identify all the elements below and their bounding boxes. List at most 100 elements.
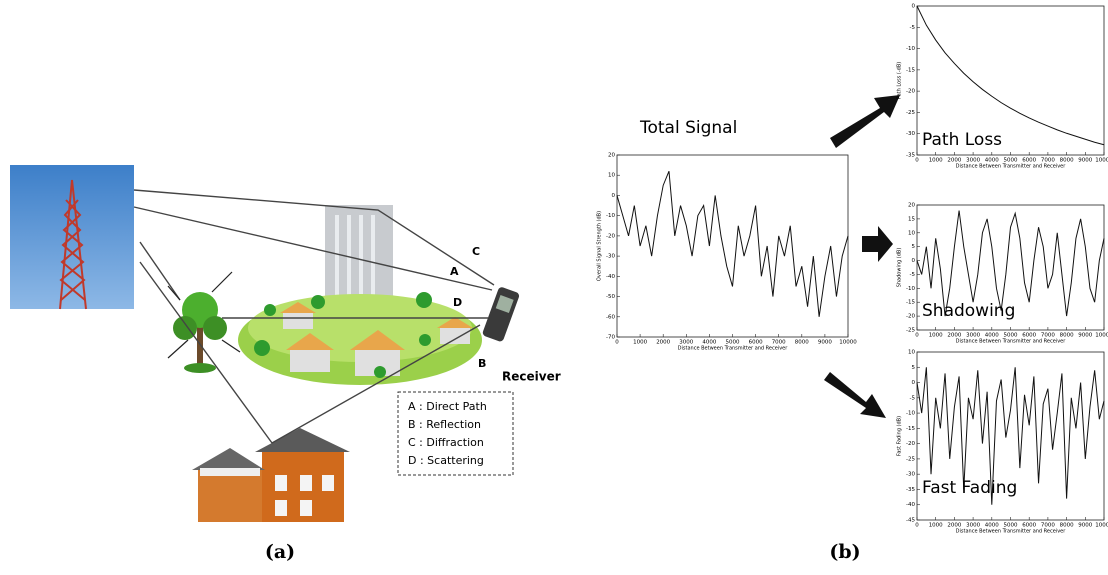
path-label: D (453, 296, 462, 309)
x-tick-label: 4000 (985, 333, 999, 339)
x-tick-label: 7000 (772, 340, 786, 346)
x-tick-label: 5000 (1004, 158, 1018, 164)
signal-line (916, 210, 1105, 317)
y-tick-label: -15 (906, 300, 915, 306)
y-tick-label: -30 (906, 472, 915, 478)
y-tick-label: -20 (906, 441, 915, 447)
y-tick-label: -20 (906, 314, 915, 320)
x-tick-label: 6000 (1022, 523, 1036, 529)
y-tick-label: -15 (906, 426, 915, 432)
plot-frame (616, 154, 849, 338)
y-tick-label: -40 (606, 274, 615, 280)
signal-line (916, 367, 1105, 505)
x-tick-label: 7000 (1041, 158, 1055, 164)
x-tick-label: 8000 (1060, 158, 1074, 164)
y-tick-label: -25 (906, 456, 915, 462)
y-tick-label: 5 (912, 244, 916, 250)
x-tick-label: 9000 (1078, 333, 1092, 339)
y-tick-label: 15 (908, 216, 915, 222)
x-tick-label: 0 (915, 158, 919, 164)
x-axis-label: Distance Between Transmitter and Receive… (956, 339, 1067, 345)
x-tick-label: 0 (915, 523, 919, 529)
x-tick-label: 4000 (985, 158, 999, 164)
x-tick-label: 3000 (966, 523, 980, 529)
y-tick-label: -30 (606, 254, 615, 260)
chart-title: Path Loss (922, 130, 1002, 150)
y-tick-label: -10 (906, 46, 915, 52)
path-label: A (450, 265, 459, 278)
y-tick-label: -10 (606, 213, 615, 219)
y-tick-label: 10 (908, 230, 915, 236)
phone (482, 287, 520, 342)
y-tick-label: -60 (606, 314, 615, 320)
caption: (a) (265, 541, 295, 563)
receiver-label: Receiver (502, 370, 561, 384)
x-tick-label: 6000 (749, 340, 763, 346)
y-tick-label: -10 (906, 286, 915, 292)
y-tick-label: 20 (908, 203, 915, 209)
y-tick-label: 0 (912, 380, 916, 386)
y-tick-label: -10 (906, 411, 915, 417)
chart-title: Total Signal (639, 118, 737, 138)
y-tick-label: 5 (912, 365, 916, 371)
x-tick-label: 2000 (947, 523, 961, 529)
y-tick-label: -45 (906, 518, 915, 524)
y-axis-label: Path Loss (-dB) (897, 62, 903, 99)
x-tick-label: 8000 (795, 340, 809, 346)
x-tick-label: 6000 (1022, 158, 1036, 164)
x-tick-label: 3000 (966, 333, 980, 339)
x-tick-label: 1000 (929, 333, 943, 339)
x-tick-label: 6000 (1022, 333, 1036, 339)
x-tick-label: 8000 (1060, 523, 1074, 529)
y-tick-label: -25 (906, 110, 915, 116)
y-tick-label: -25 (906, 328, 915, 334)
x-tick-label: 10000 (839, 340, 857, 346)
x-tick-label: 1000 (929, 158, 943, 164)
houses (280, 302, 473, 376)
x-tick-label: 4000 (985, 523, 999, 529)
chart-title: Fast Fading (922, 478, 1017, 498)
y-tick-label: 0 (912, 4, 916, 10)
x-tick-label: 2000 (947, 158, 961, 164)
tree (173, 292, 227, 373)
y-tick-label: 10 (908, 350, 915, 356)
caption: (b) (829, 541, 860, 563)
small-trees (254, 292, 432, 378)
legend-entry: D : Scattering (408, 454, 484, 467)
x-axis-label: Distance Between Transmitter and Receive… (956, 529, 1067, 535)
x-tick-label: 10000 (1095, 523, 1108, 529)
signal-line (616, 170, 849, 317)
x-tick-label: 7000 (1041, 523, 1055, 529)
y-tick-label: -15 (906, 67, 915, 73)
x-tick-label: 3000 (679, 340, 693, 346)
x-tick-label: 2000 (656, 340, 670, 346)
signal-paths (133, 189, 495, 444)
x-tick-label: 7000 (1041, 333, 1055, 339)
y-tick-label: -20 (906, 89, 915, 95)
tower (59, 179, 87, 310)
x-tick-label: 1000 (633, 340, 647, 346)
x-axis-label: Distance Between Transmitter and Receive… (956, 164, 1067, 170)
y-tick-label: -50 (606, 294, 615, 300)
y-axis-label: Overall Signal Strength (dB) (597, 211, 603, 281)
x-tick-label: 9000 (1078, 523, 1092, 529)
y-tick-label: -5 (910, 395, 916, 401)
y-tick-label: -5 (910, 272, 916, 278)
x-axis-label: Distance Between Transmitter and Receive… (678, 346, 789, 352)
y-tick-label: -30 (906, 131, 915, 137)
legend-entry: B : Reflection (408, 418, 481, 431)
x-tick-label: 1000 (929, 523, 943, 529)
x-tick-label: 10000 (1095, 333, 1108, 339)
signal-line (916, 5, 1105, 146)
arrows (824, 95, 900, 418)
chart-title: Shadowing (922, 301, 1015, 321)
y-tick-label: -40 (906, 502, 915, 508)
orange-house (192, 428, 350, 522)
path-label: B (478, 357, 486, 370)
legend-entry: A : Direct Path (408, 400, 487, 413)
y-tick-label: -35 (906, 487, 915, 493)
x-tick-label: 4000 (702, 340, 716, 346)
building-windows (335, 215, 375, 295)
path-label: C (472, 245, 480, 258)
